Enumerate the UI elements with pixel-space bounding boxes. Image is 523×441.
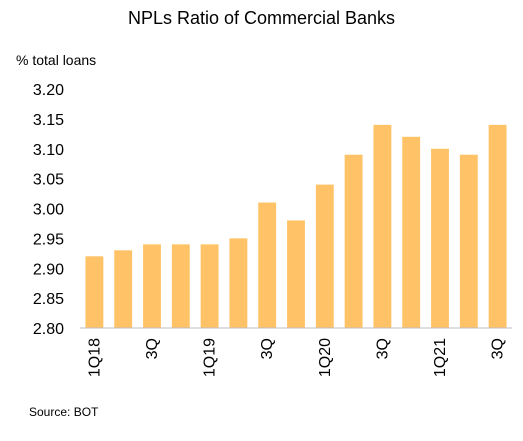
bar-1Q18 (85, 256, 104, 328)
bar-3Q18 (143, 244, 161, 328)
y-tick-label: 3.20 (33, 82, 64, 99)
source-note: Source: BOT (29, 405, 99, 419)
y-tick-label: 3.05 (33, 172, 64, 189)
x-tick-label: 1Q20 (317, 338, 334, 377)
bar-2Q21 (459, 154, 478, 328)
x-tick-label: 1Q21 (432, 338, 449, 377)
bar-3Q21 (488, 124, 507, 328)
y-tick-label: 2.85 (33, 291, 64, 308)
y-tick-label: 2.95 (33, 231, 64, 248)
x-tick-label: 3Q (144, 338, 161, 359)
bar-4Q20 (402, 136, 421, 328)
bar-4Q19 (287, 220, 305, 328)
y-tick-label: 2.80 (33, 321, 64, 338)
y-axis-label: % total loans (16, 52, 97, 68)
chart-title: NPLs Ratio of Commercial Banks (127, 8, 396, 28)
bar-2Q20 (344, 154, 363, 328)
bar-2Q19 (229, 238, 248, 328)
x-axis-ticks: 1Q18 3Q 1Q19 3Q 1Q20 3Q 1Q21 3Q (86, 338, 506, 377)
y-tick-label: 2.90 (33, 261, 64, 278)
bar-1Q20 (315, 184, 334, 328)
y-tick-label: 3.15 (33, 112, 64, 129)
y-tick-label: 3.00 (33, 202, 64, 219)
x-tick-label: 1Q18 (86, 338, 103, 377)
bar-1Q19 (200, 244, 219, 328)
bars (85, 124, 507, 328)
y-tick-label: 3.10 (33, 142, 64, 159)
x-tick-label: 1Q19 (202, 338, 219, 377)
x-tick-label: 3Q (374, 338, 391, 359)
bar-2Q18 (114, 250, 133, 328)
x-tick-label: 3Q (490, 338, 507, 359)
y-axis-ticks: 3.20 3.15 3.10 3.05 3.00 2.95 2.90 2.85 2.80 (33, 82, 64, 338)
bar-1Q21 (431, 148, 449, 328)
bar-3Q20 (373, 124, 392, 328)
bar-3Q19 (258, 202, 277, 328)
bar-4Q18 (171, 244, 190, 328)
x-tick-label: 3Q (259, 338, 276, 359)
